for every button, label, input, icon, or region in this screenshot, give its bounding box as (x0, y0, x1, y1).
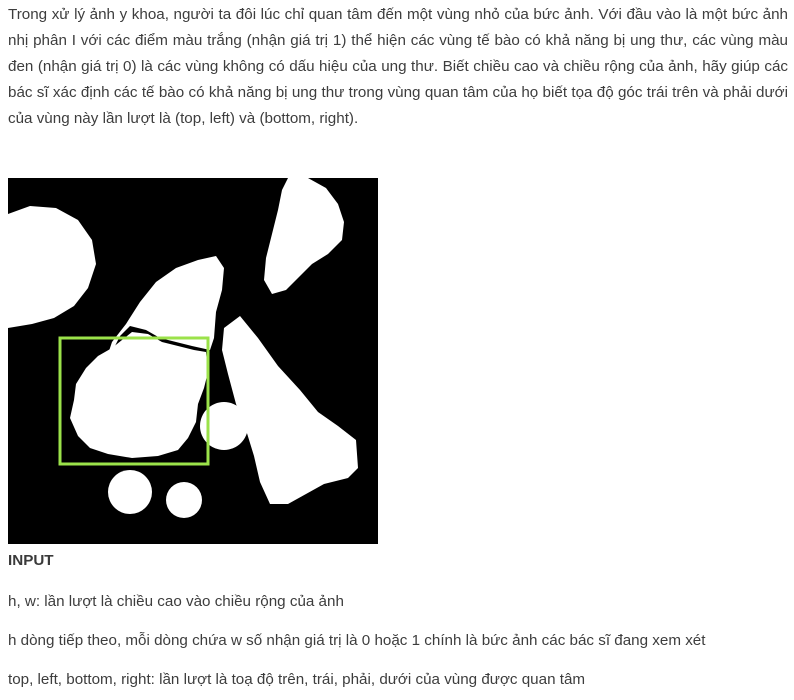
cell-region-center-large (108, 256, 224, 354)
cell-region-bottom-left (108, 470, 152, 514)
problem-description: Trong xử lý ảnh y khoa, người ta đôi lúc… (8, 6, 788, 127)
binary-image (8, 178, 378, 544)
cell-region-diagonal (222, 316, 358, 504)
cell-region-top-left (8, 206, 96, 328)
input-heading: INPUT (8, 552, 54, 569)
input-line-roi-coordinates: top, left, bottom, right: lần lượt là to… (8, 671, 586, 688)
cell-region-bottom-middle (166, 482, 202, 518)
cell-region-roi-cell (70, 332, 208, 458)
cell-regions (8, 178, 358, 518)
input-line-image-rows: h dòng tiếp theo, mỗi dòng chứa w số nhậ… (8, 632, 706, 649)
cell-region-small-middle (200, 402, 248, 450)
cell-region-top-right (264, 178, 344, 294)
binary-image-figure (8, 178, 378, 544)
region-of-interest-box (58, 336, 210, 466)
input-line-dimensions: h, w: lần lượt là chiều cao vào chiều rộ… (8, 593, 344, 610)
